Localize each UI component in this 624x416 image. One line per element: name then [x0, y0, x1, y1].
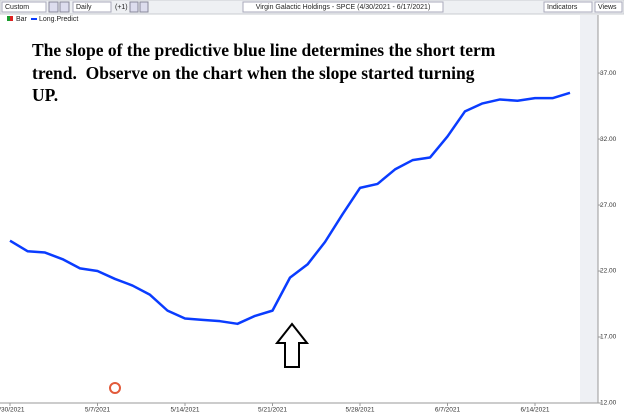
y-tick-label: 32.00 — [600, 136, 617, 143]
x-tick-label: 6/7/2021 — [435, 407, 461, 414]
views-label: Views — [598, 4, 617, 11]
minus-button[interactable] — [139, 1, 149, 13]
y-tick-label: 17.00 — [600, 334, 617, 341]
zoom-in-button[interactable] — [48, 1, 59, 13]
annotation: UP. — [32, 85, 58, 105]
bar-legend-icon — [10, 16, 13, 21]
x-tick-label: 4/30/2021 — [0, 407, 25, 414]
range-label: Custom — [5, 4, 29, 11]
x-tick-label: 5/7/2021 — [85, 407, 111, 414]
plus-button[interactable] — [129, 1, 139, 13]
range-select[interactable] — [1, 1, 47, 13]
x-tick-label: 5/28/2021 — [346, 407, 375, 414]
y-tick-label: 27.00 — [600, 202, 617, 209]
indicators-menu[interactable] — [543, 1, 593, 13]
future-band — [580, 15, 598, 403]
period-label: Daily — [76, 4, 92, 11]
y-tick-label: 37.00 — [600, 70, 617, 77]
annotation: trend. Observe on the chart when the slo… — [32, 63, 475, 83]
period-select[interactable] — [72, 1, 112, 13]
legend-label: Long.Predict — [39, 16, 78, 23]
offset-label: (+1) — [115, 4, 128, 11]
indicators-label: Indicators — [547, 4, 578, 11]
line — [9, 91, 571, 326]
y-tick-label: 12.00 — [600, 400, 617, 407]
symbol-box[interactable] — [242, 1, 444, 13]
x-tick-label: 6/14/2021 — [521, 407, 550, 414]
x-tick-label: 5/21/2021 — [258, 407, 287, 414]
bar-legend-icon — [7, 16, 10, 21]
arrow — [274, 322, 310, 368]
annotation: The slope of the predictive blue line de… — [32, 40, 496, 60]
legend-label: Bar — [16, 16, 28, 23]
chart-title: Virgin Galactic Holdings - SPCE (4/30/20… — [256, 4, 431, 11]
x-tick-label: 5/14/2021 — [171, 407, 200, 414]
event-marker[interactable] — [109, 382, 121, 394]
views-menu[interactable] — [594, 1, 623, 13]
y-tick-label: 22.00 — [600, 268, 617, 275]
zoom-out-button[interactable] — [59, 1, 70, 13]
